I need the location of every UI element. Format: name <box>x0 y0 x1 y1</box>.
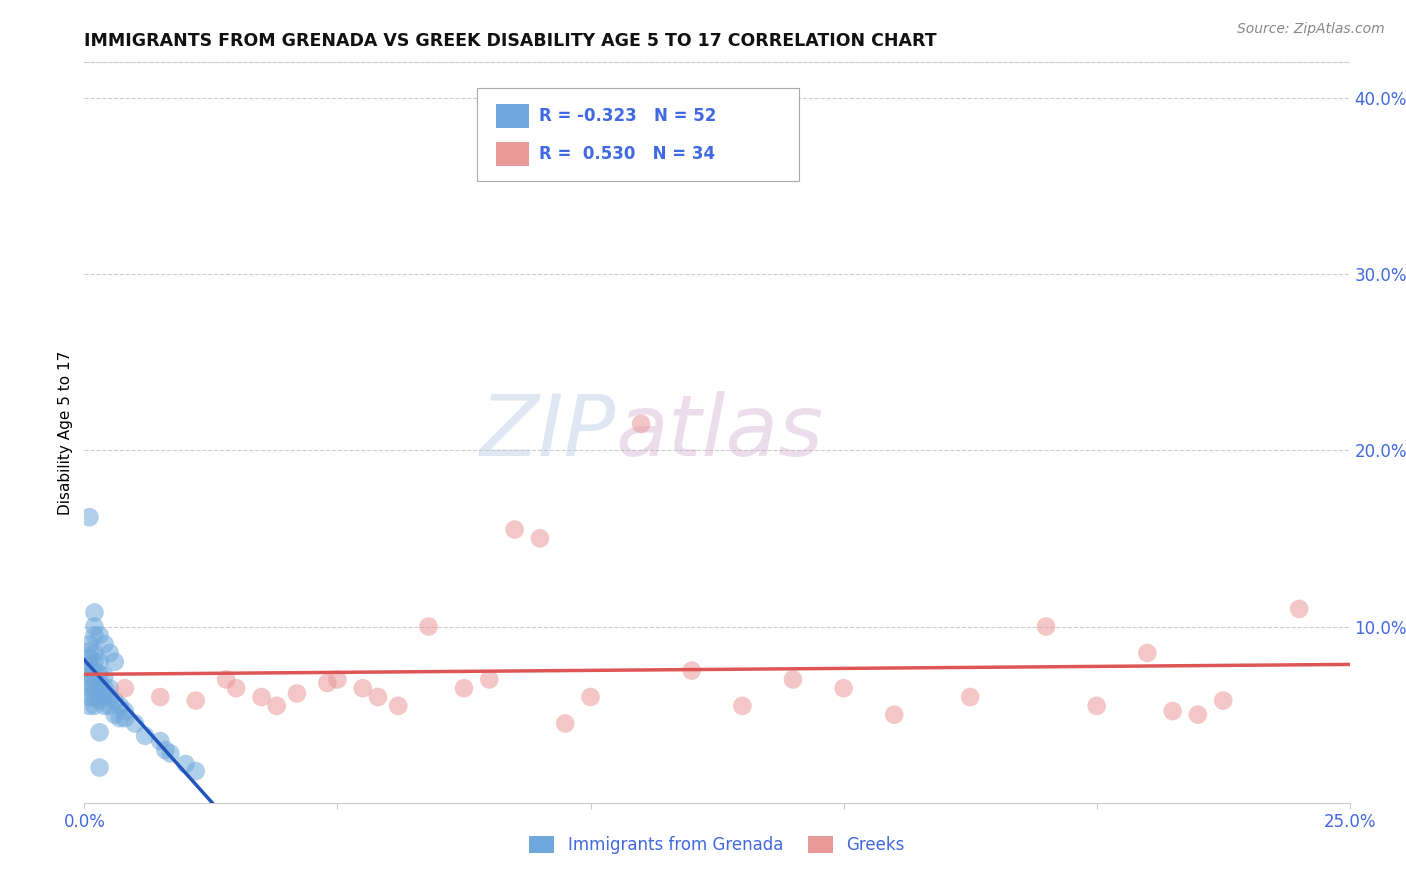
Legend: Immigrants from Grenada, Greeks: Immigrants from Grenada, Greeks <box>523 830 911 861</box>
Point <box>326 673 349 687</box>
Point <box>225 681 247 696</box>
Point <box>89 760 111 774</box>
Point <box>184 764 207 778</box>
Point <box>93 669 115 683</box>
Point <box>1212 693 1234 707</box>
Point <box>89 676 111 690</box>
Point <box>89 667 111 681</box>
Point <box>89 693 111 707</box>
Point <box>83 664 105 678</box>
Point <box>149 690 172 704</box>
Text: IMMIGRANTS FROM GRENADA VS GREEK DISABILITY AGE 5 TO 17 CORRELATION CHART: IMMIGRANTS FROM GRENADA VS GREEK DISABIL… <box>84 32 936 50</box>
Point <box>79 658 101 673</box>
Point <box>79 669 101 683</box>
Point <box>782 673 804 687</box>
Point <box>883 707 905 722</box>
Point <box>98 698 121 713</box>
Point <box>134 729 156 743</box>
Point <box>681 664 703 678</box>
Point <box>83 619 105 633</box>
Point <box>159 747 181 761</box>
Point <box>503 523 526 537</box>
Point <box>89 655 111 669</box>
Point <box>83 681 105 696</box>
Point <box>114 681 136 696</box>
Point <box>114 711 136 725</box>
Point <box>89 628 111 642</box>
Point <box>1187 707 1209 722</box>
Point <box>1035 619 1057 633</box>
Text: R = -0.323   N = 52: R = -0.323 N = 52 <box>538 107 716 125</box>
Text: R =  0.530   N = 34: R = 0.530 N = 34 <box>538 145 714 163</box>
FancyBboxPatch shape <box>496 142 529 166</box>
Point <box>352 681 374 696</box>
Point <box>98 646 121 660</box>
Point <box>93 637 115 651</box>
Point <box>104 655 127 669</box>
Text: ZIP: ZIP <box>479 391 616 475</box>
Point <box>478 673 501 687</box>
Point <box>79 510 101 524</box>
Point <box>1288 602 1310 616</box>
Point <box>1136 646 1159 660</box>
Point <box>149 734 172 748</box>
Y-axis label: Disability Age 5 to 17: Disability Age 5 to 17 <box>58 351 73 515</box>
Point <box>418 619 440 633</box>
Point <box>959 690 981 704</box>
Point <box>83 673 105 687</box>
Point <box>104 693 127 707</box>
Point <box>98 681 121 696</box>
Point <box>98 690 121 704</box>
Point <box>79 637 101 651</box>
Point <box>316 676 339 690</box>
Point <box>155 743 177 757</box>
FancyBboxPatch shape <box>496 103 529 128</box>
Text: atlas: atlas <box>616 391 824 475</box>
Point <box>1085 698 1108 713</box>
Point <box>79 681 101 696</box>
Point <box>79 644 101 658</box>
Point <box>83 646 105 660</box>
Point <box>79 698 101 713</box>
Point <box>83 606 105 620</box>
Point <box>731 698 754 713</box>
Point <box>79 651 101 665</box>
Point <box>89 725 111 739</box>
Text: Source: ZipAtlas.com: Source: ZipAtlas.com <box>1237 22 1385 37</box>
Point <box>108 711 131 725</box>
FancyBboxPatch shape <box>477 88 799 181</box>
Point <box>83 698 105 713</box>
Point <box>832 681 855 696</box>
Point <box>453 681 475 696</box>
Point <box>285 686 308 700</box>
Point <box>83 655 105 669</box>
Point <box>387 698 409 713</box>
Point <box>630 417 652 431</box>
Point <box>266 698 288 713</box>
Point <box>93 690 115 704</box>
Point <box>79 690 101 704</box>
Point <box>104 707 127 722</box>
Point <box>93 681 115 696</box>
Point <box>1161 704 1184 718</box>
Point <box>79 676 101 690</box>
Point <box>174 757 197 772</box>
Point <box>79 664 101 678</box>
Point <box>83 628 105 642</box>
Point <box>367 690 389 704</box>
Point <box>93 698 115 713</box>
Point <box>83 690 105 704</box>
Point <box>89 686 111 700</box>
Point <box>579 690 602 704</box>
Point <box>529 532 551 546</box>
Point <box>124 716 146 731</box>
Point <box>108 698 131 713</box>
Point <box>554 716 576 731</box>
Point <box>114 704 136 718</box>
Point <box>215 673 238 687</box>
Point <box>250 690 273 704</box>
Point <box>184 693 207 707</box>
